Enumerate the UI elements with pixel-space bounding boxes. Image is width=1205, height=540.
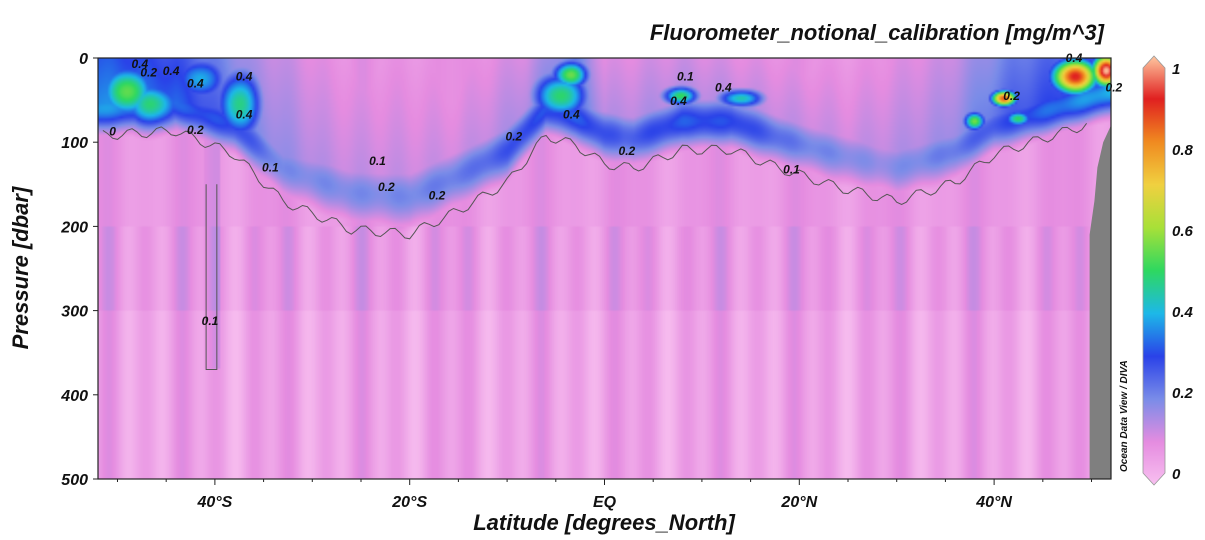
contour-label: 0.2: [140, 66, 157, 80]
y-tick-label: 200: [60, 219, 88, 236]
contour-labels: 00.40.2 0.40.4 0.40.40.20.1 0.10.20.20.20.4…: [109, 51, 1122, 328]
contour-label: 0.2: [378, 180, 395, 194]
contour-label: 0.2: [1106, 81, 1123, 95]
contour-label: 0.1: [202, 314, 219, 328]
contour-lines: [102, 123, 1088, 371]
contour-label: 0.2: [429, 189, 446, 203]
x-tick-label: 20°S: [391, 494, 427, 511]
contour-line-0.1: [102, 123, 1088, 240]
x-axis-label: Latitude [degrees_North]: [473, 510, 735, 535]
colorbar-tick-label: 0.8: [1172, 142, 1194, 159]
contour-label: 0: [109, 125, 116, 139]
contour-label: 0.4: [715, 81, 732, 95]
contour-label: 0.4: [236, 70, 253, 84]
colorbar-tick-label: 0.6: [1172, 223, 1194, 240]
colorbar-tick-label: 0: [1172, 466, 1181, 483]
y-tick-label: 500: [61, 472, 88, 489]
contour-label: 0.4: [163, 64, 180, 78]
contour-label: 0.2: [1003, 89, 1020, 103]
x-tick-label: 40°N: [975, 494, 1012, 511]
y-tick-label: 100: [61, 135, 88, 152]
colorbar-ticks: 0 0.2 0.4 0.6 0.8 1: [1172, 61, 1194, 483]
contour-label: 0.1: [262, 161, 279, 175]
y-tick-label: 300: [61, 304, 88, 321]
x-tick-label: 20°N: [780, 494, 817, 511]
heatmap-field: [98, 58, 1111, 479]
contour-label: 0.1: [783, 162, 800, 176]
y-axis-ticks: 0 100 200 300 400 500: [60, 51, 98, 489]
credit-text: Ocean Data View / DIVA: [1119, 360, 1130, 472]
contour-label: 0.4: [236, 108, 253, 122]
x-tick-label: 40°S: [196, 494, 232, 511]
x-axis-ticks: 40°S 20°S EQ 20°N 40°N: [116, 479, 1093, 511]
contour-label: 0.2: [506, 130, 523, 144]
contour-label: 0.1: [677, 70, 694, 84]
colorbar-bar: [1142, 55, 1166, 486]
colorbar-tick-label: 1: [1172, 61, 1180, 78]
x-tick-label: EQ: [593, 494, 617, 511]
chart-title: Fluorometer_notional_calibration [mg/m^3…: [650, 20, 1105, 45]
contour-label: 0.1: [369, 154, 386, 168]
contour-label: 0.4: [563, 108, 580, 122]
y-axis-label: Pressure [dbar]: [8, 186, 33, 349]
contour-label: 0.4: [132, 57, 149, 71]
colorbar-tick-label: 0.4: [1172, 304, 1194, 321]
contour-line-filament: [205, 184, 218, 371]
heatmap-image: [98, 58, 1111, 479]
colorbar-tick-label: 0.2: [1172, 385, 1194, 402]
seafloor-mask: [1089, 125, 1111, 479]
y-tick-label: 0: [79, 51, 88, 68]
y-tick-label: 400: [60, 388, 88, 405]
contour-label: 0.2: [619, 144, 636, 158]
contour-label: 0.4: [187, 77, 204, 91]
colorbar: 0 0.2 0.4 0.6 0.8 1: [1142, 55, 1194, 486]
contour-label: 0.4: [670, 94, 687, 108]
contour-label: 0.2: [187, 123, 204, 137]
